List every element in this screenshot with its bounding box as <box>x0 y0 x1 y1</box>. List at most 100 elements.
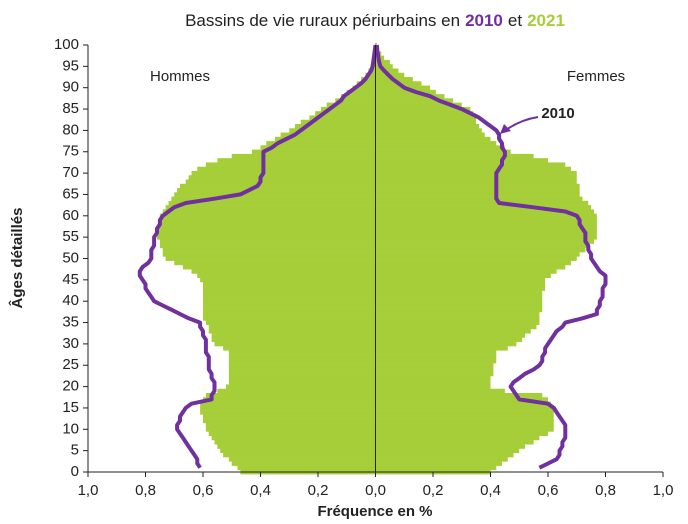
bar <box>203 311 376 317</box>
x-tick-label: 0,4 <box>250 482 271 499</box>
bar <box>157 230 376 236</box>
y-tick-label: 80 <box>62 121 79 138</box>
bar <box>315 111 376 116</box>
bar <box>185 179 376 185</box>
bar <box>375 264 566 270</box>
bar <box>182 264 376 270</box>
x-tick-label: 0,8 <box>135 482 156 499</box>
bar <box>300 119 376 125</box>
bar <box>375 166 571 172</box>
bar <box>375 128 482 133</box>
bar <box>361 77 376 82</box>
bar <box>211 435 376 441</box>
bar <box>352 85 376 91</box>
bar <box>375 136 491 142</box>
bar <box>200 401 376 407</box>
bar <box>375 247 586 253</box>
y-tick-label: 85 <box>62 100 79 117</box>
bar <box>375 303 543 308</box>
bar <box>375 273 551 279</box>
bar <box>295 123 376 129</box>
bar <box>251 149 376 155</box>
bar <box>375 397 548 402</box>
bar <box>375 102 462 108</box>
bar <box>228 358 376 364</box>
bar <box>214 439 376 445</box>
bar <box>375 281 546 287</box>
bar <box>203 303 376 308</box>
bar <box>375 371 494 377</box>
bar <box>165 256 376 261</box>
line <box>374 44 608 470</box>
x-tick-label: 0,8 <box>595 482 616 499</box>
bar <box>375 94 445 99</box>
bar <box>375 260 571 266</box>
bar <box>375 162 566 167</box>
bar <box>223 346 376 351</box>
bar <box>375 328 531 334</box>
y-axis-title: Âges détaillés <box>8 208 26 309</box>
bar <box>375 123 479 129</box>
bar <box>375 358 497 364</box>
bar <box>375 427 554 432</box>
bar <box>375 188 580 193</box>
bar <box>205 422 376 428</box>
bar <box>203 294 376 300</box>
bar <box>168 200 376 206</box>
bar <box>375 367 494 372</box>
bar <box>226 384 376 390</box>
bar <box>203 414 376 419</box>
bar <box>197 166 376 172</box>
bar <box>375 209 594 214</box>
y-tick-label: 25 <box>62 356 79 373</box>
bar <box>228 371 376 377</box>
bar <box>375 213 597 219</box>
bar <box>320 106 376 112</box>
bar <box>375 299 543 304</box>
bar <box>260 145 376 150</box>
bar <box>375 410 554 415</box>
bar <box>375 200 589 206</box>
bar <box>375 384 491 390</box>
bar <box>203 307 376 313</box>
bar <box>375 363 494 368</box>
bar <box>375 380 491 385</box>
bar <box>375 448 520 454</box>
bar <box>375 115 477 121</box>
x-tick-label: 0,6 <box>193 482 214 499</box>
bar <box>356 81 376 86</box>
bar <box>375 153 534 159</box>
bar <box>266 141 376 146</box>
bar <box>280 132 376 138</box>
bar <box>375 286 546 291</box>
bar <box>375 230 597 236</box>
bar <box>203 286 376 291</box>
bar <box>335 98 376 103</box>
bar <box>228 350 376 355</box>
y-tick-label: 0 <box>71 463 79 480</box>
bar <box>205 320 376 325</box>
bar <box>375 444 525 449</box>
annotation: Femmes <box>567 68 625 85</box>
bar <box>157 235 376 240</box>
bar <box>375 205 592 210</box>
x-tick-label: 0,0 <box>365 482 386 499</box>
bar <box>220 448 376 454</box>
bar <box>375 439 534 445</box>
bar <box>188 175 376 180</box>
bar <box>375 294 543 300</box>
y-tick-label: 55 <box>62 228 79 245</box>
bar <box>228 457 376 462</box>
y-tick-label: 100 <box>54 36 79 53</box>
bar <box>375 324 537 330</box>
bar <box>174 192 376 197</box>
bar <box>203 281 376 287</box>
bar <box>375 307 543 313</box>
bar <box>231 153 376 159</box>
bar <box>223 452 376 458</box>
bar <box>162 247 376 253</box>
bar <box>217 158 376 163</box>
bar <box>375 354 497 360</box>
bar <box>375 256 577 261</box>
title-part: 2021 <box>527 11 565 30</box>
